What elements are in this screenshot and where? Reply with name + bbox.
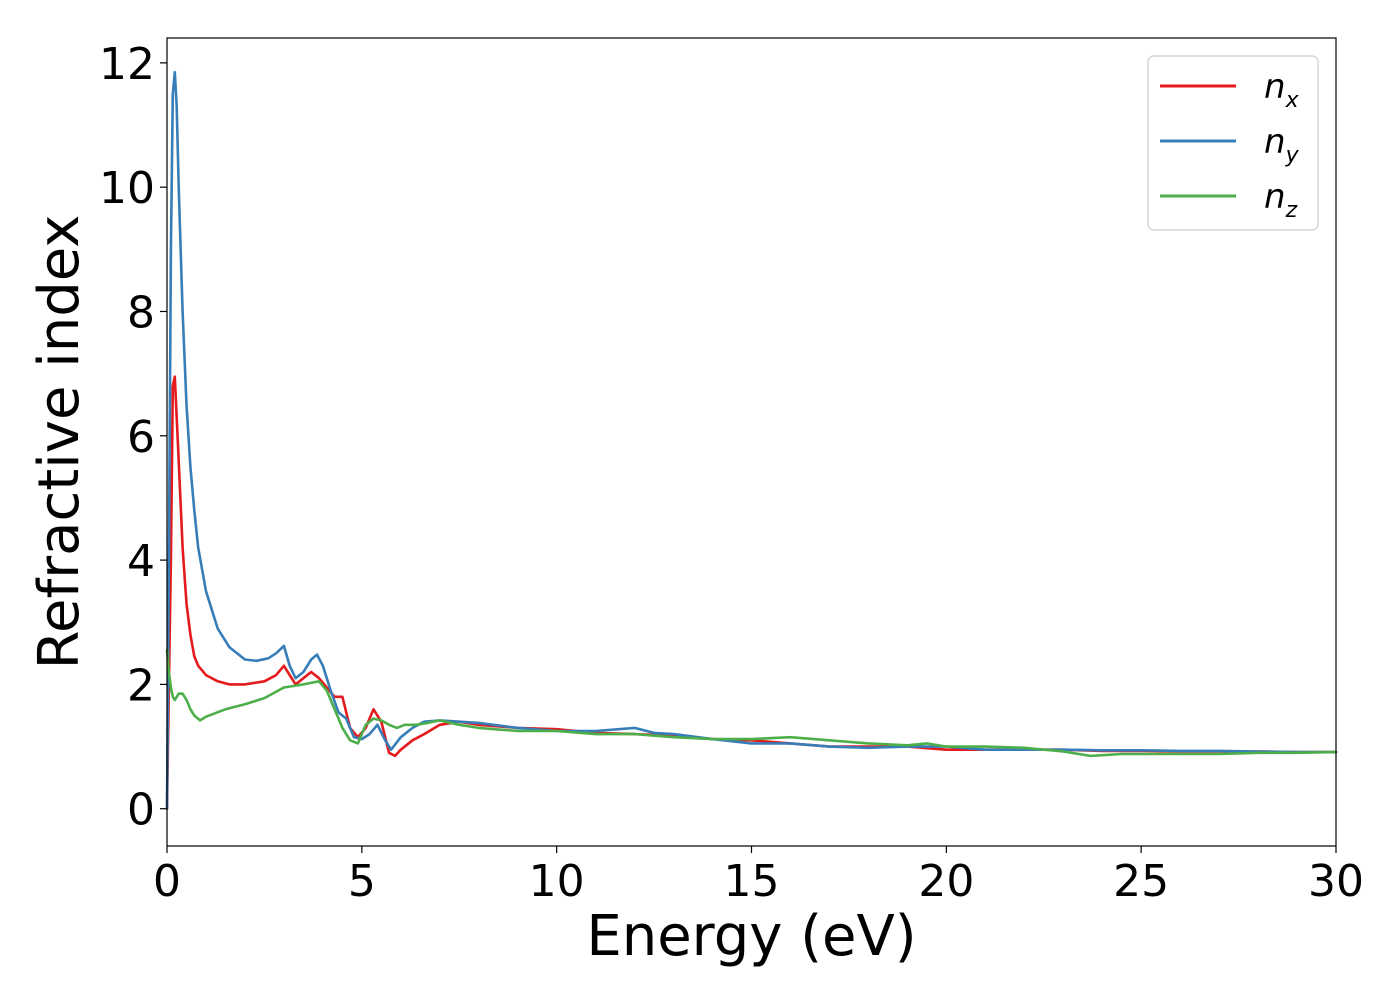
legend-label-nz: nz <box>1264 177 1298 223</box>
series-layer <box>165 70 1338 810</box>
y-tick-label: 2 <box>127 660 155 711</box>
legend: nx ny nz <box>1147 55 1319 231</box>
x-tick-label: 15 <box>724 856 780 907</box>
x-tick-label: 25 <box>1113 856 1169 907</box>
y-tick-label: 10 <box>99 163 155 214</box>
x-axis: 0 5 10 15 20 25 30 <box>153 846 1364 907</box>
y-tick-label: 4 <box>127 536 155 587</box>
x-axis-title: Energy (eV) <box>586 904 916 969</box>
y-tick-label: 8 <box>127 287 155 338</box>
y-tick-label: 12 <box>99 39 155 90</box>
legend-box <box>1147 55 1319 231</box>
x-tick-label: 30 <box>1308 856 1364 907</box>
series-line-ny <box>165 70 1338 810</box>
series-line-nz <box>165 648 1338 758</box>
y-axis-title: Refractive index <box>27 215 92 670</box>
x-tick-label: 20 <box>918 856 974 907</box>
x-tick-label: 10 <box>529 856 585 907</box>
x-tick-label: 0 <box>153 856 181 907</box>
y-axis: 0 2 4 6 8 10 12 <box>99 39 167 836</box>
x-tick-label: 5 <box>348 856 376 907</box>
y-tick-label: 6 <box>127 412 155 463</box>
legend-label-nx: nx <box>1264 67 1300 113</box>
legend-label-ny: ny <box>1264 122 1300 168</box>
y-tick-label: 0 <box>127 785 155 836</box>
